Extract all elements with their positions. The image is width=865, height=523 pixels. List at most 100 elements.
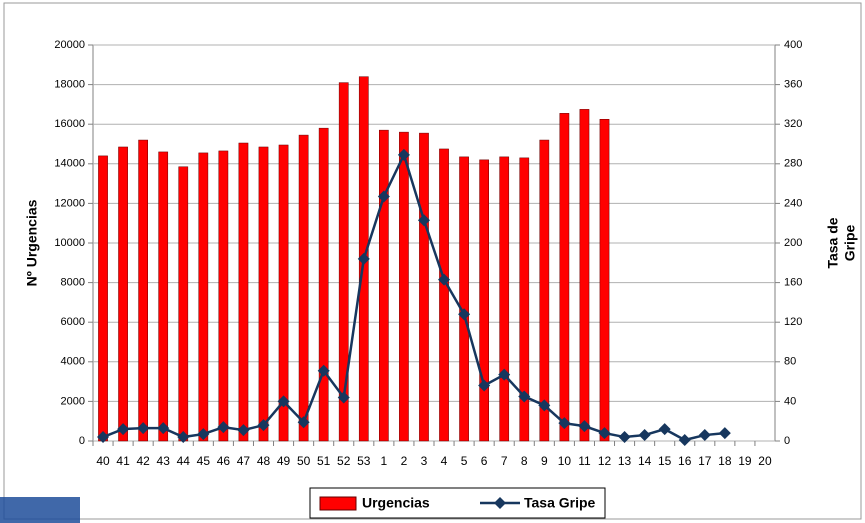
- x-tick-label: 7: [501, 454, 508, 468]
- x-tick-label: 48: [257, 454, 271, 468]
- x-tick-label: 6: [481, 454, 488, 468]
- x-tick-label: 11: [578, 454, 591, 468]
- y-tick-label: 4000: [61, 356, 85, 368]
- marker: [417, 214, 430, 227]
- x-tick-label: 12: [598, 454, 612, 468]
- legend-marker: [494, 497, 506, 509]
- y-tick-label: 20000: [54, 39, 85, 51]
- marker: [117, 423, 130, 436]
- x-tick-label: 5: [461, 454, 468, 468]
- y2-tick-label: 160: [784, 277, 802, 289]
- bar: [118, 146, 128, 442]
- marker: [137, 422, 150, 435]
- x-tick-label: 42: [136, 454, 150, 468]
- bar: [459, 156, 469, 442]
- marker: [618, 431, 631, 444]
- bar: [579, 109, 590, 442]
- y2-tick-label: 320: [784, 118, 802, 130]
- bar: [198, 152, 209, 442]
- bar: [379, 129, 389, 442]
- bar: [298, 134, 309, 442]
- corner-decoration: [0, 497, 80, 523]
- y2-axis-label: Gripe: [842, 225, 858, 262]
- x-tick-label: 50: [297, 454, 311, 468]
- y2-tick-label: 200: [784, 237, 802, 249]
- marker: [337, 391, 350, 404]
- x-tick-label: 14: [638, 454, 652, 468]
- marker: [177, 431, 190, 444]
- bar: [338, 82, 349, 442]
- marker: [217, 421, 230, 434]
- x-tick-label: 18: [718, 454, 732, 468]
- bar: [519, 157, 530, 442]
- marker: [498, 368, 511, 381]
- marker: [538, 399, 551, 412]
- marker: [658, 423, 671, 436]
- marker: [678, 434, 691, 447]
- y-tick-label: 12000: [54, 197, 85, 209]
- bar: [439, 148, 449, 442]
- x-tick-label: 52: [337, 454, 351, 468]
- legend-label: Tasa Gripe: [524, 495, 596, 511]
- x-tick-label: 46: [217, 454, 231, 468]
- bar: [559, 113, 570, 442]
- bar: [499, 156, 510, 442]
- marker: [197, 428, 210, 441]
- bar: [238, 142, 249, 442]
- bar: [138, 139, 148, 442]
- x-tick-label: 3: [421, 454, 428, 468]
- marker: [397, 148, 410, 161]
- legend-box: [309, 487, 606, 519]
- marker: [297, 416, 310, 429]
- marker: [558, 417, 571, 430]
- x-tick-label: 20: [758, 454, 772, 468]
- x-tick-label: 15: [658, 454, 672, 468]
- y-axis-label: Nº Urgencias: [24, 199, 40, 286]
- bar: [178, 166, 189, 442]
- bar: [419, 132, 429, 442]
- y2-tick-label: 360: [784, 79, 802, 91]
- bar: [218, 150, 229, 442]
- marker: [518, 390, 531, 403]
- x-tick-label: 19: [738, 454, 752, 468]
- x-tick-label: 16: [678, 454, 692, 468]
- y2-tick-label: 400: [784, 39, 802, 51]
- x-tick-label: 44: [177, 454, 191, 468]
- y2-tick-label: 40: [784, 395, 796, 407]
- y-tick-label: 10000: [54, 237, 85, 249]
- y-tick-label: 18000: [54, 79, 85, 91]
- marker: [317, 364, 330, 377]
- y2-tick-label: 280: [784, 158, 802, 170]
- x-tick-label: 4: [441, 454, 448, 468]
- bar: [399, 131, 409, 442]
- bar: [318, 127, 329, 442]
- x-tick-label: 43: [157, 454, 171, 468]
- x-tick-label: 8: [521, 454, 528, 468]
- marker: [638, 429, 651, 442]
- x-tick-label: 47: [237, 454, 251, 468]
- x-tick-label: 9: [541, 454, 548, 468]
- x-tick-label: 13: [618, 454, 632, 468]
- y2-tick-label: 0: [784, 435, 790, 447]
- legend-label: Urgencias: [362, 495, 430, 511]
- y-tick-label: 6000: [61, 316, 85, 328]
- marker: [458, 308, 471, 321]
- y-tick-label: 0: [79, 435, 85, 447]
- x-tick-label: 41: [116, 454, 130, 468]
- bar: [98, 155, 108, 442]
- marker: [357, 252, 370, 265]
- x-tick-label: 53: [357, 454, 371, 468]
- x-tick-label: 49: [277, 454, 291, 468]
- y-tick-label: 14000: [54, 158, 85, 170]
- marker: [237, 424, 250, 437]
- x-tick-label: 10: [558, 454, 572, 468]
- y2-tick-label: 120: [784, 316, 802, 328]
- marker: [698, 429, 711, 442]
- bar: [599, 119, 610, 442]
- x-tick-label: 40: [96, 454, 110, 468]
- x-tick-label: 2: [401, 454, 408, 468]
- marker: [277, 395, 290, 408]
- legend-swatch: [319, 496, 357, 511]
